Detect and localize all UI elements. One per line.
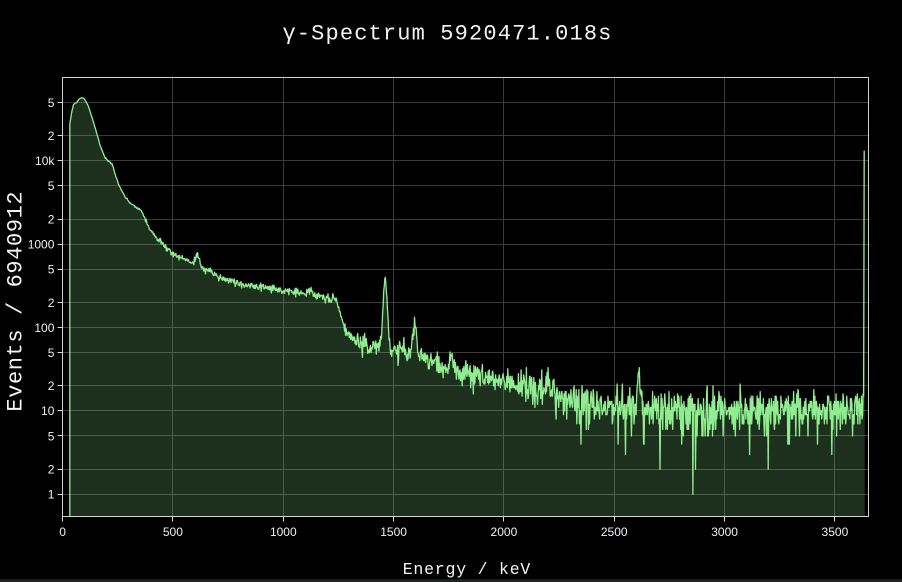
svg-text:10k: 10k <box>35 154 55 168</box>
svg-text:2: 2 <box>48 296 55 310</box>
svg-text:1: 1 <box>48 488 55 502</box>
svg-text:5: 5 <box>48 263 55 277</box>
svg-text:Energy / keV: Energy / keV <box>403 560 531 579</box>
svg-text:2: 2 <box>48 129 55 143</box>
svg-text:Events / 6940912: Events / 6940912 <box>3 191 28 412</box>
svg-text:5: 5 <box>48 179 55 193</box>
svg-text:2500: 2500 <box>601 525 628 539</box>
svg-text:2: 2 <box>48 379 55 393</box>
svg-text:10: 10 <box>41 404 55 418</box>
svg-text:0: 0 <box>59 525 66 539</box>
svg-text:3000: 3000 <box>711 525 738 539</box>
svg-text:500: 500 <box>163 525 183 539</box>
svg-text:2000: 2000 <box>491 525 518 539</box>
svg-text:5: 5 <box>48 96 55 110</box>
svg-text:3500: 3500 <box>822 525 849 539</box>
svg-text:2: 2 <box>48 463 55 477</box>
svg-text:1500: 1500 <box>380 525 407 539</box>
svg-text:γ-Spectrum 5920471.018s: γ-Spectrum 5920471.018s <box>282 21 612 46</box>
svg-text:5: 5 <box>48 346 55 360</box>
svg-text:5: 5 <box>48 429 55 443</box>
svg-text:100: 100 <box>34 321 54 335</box>
svg-text:1000: 1000 <box>28 238 55 252</box>
svg-text:2: 2 <box>48 212 55 226</box>
svg-text:1000: 1000 <box>270 525 297 539</box>
